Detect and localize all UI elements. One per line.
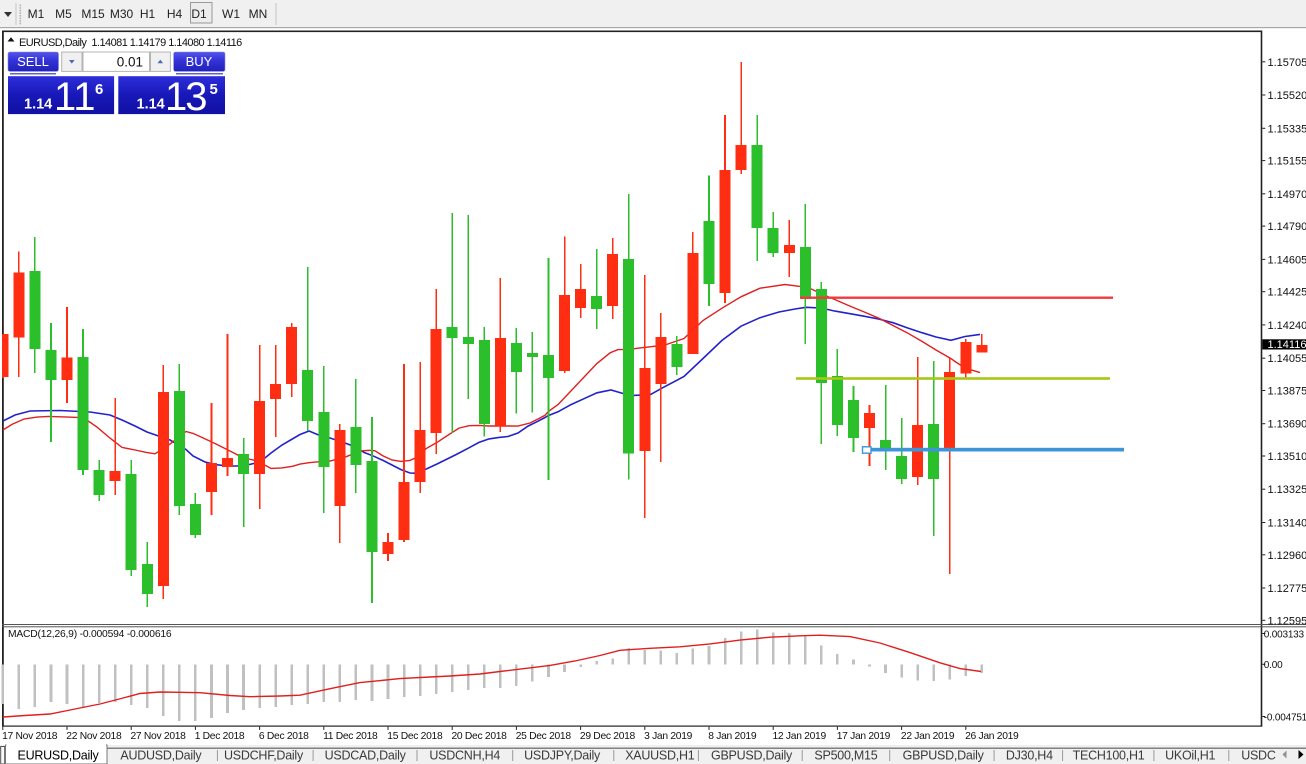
svg-text:15 Dec 2018: 15 Dec 2018 [387, 731, 443, 742]
svg-text:1.15155: 1.15155 [1268, 156, 1306, 168]
svg-text:1.13875: 1.13875 [1268, 386, 1306, 398]
svg-text:6 Dec 2018: 6 Dec 2018 [259, 731, 309, 742]
svg-text:1.15520: 1.15520 [1268, 90, 1306, 102]
svg-text:1.15335: 1.15335 [1268, 123, 1306, 135]
svg-text:1.14116: 1.14116 [1268, 339, 1306, 351]
svg-text:1 Dec 2018: 1 Dec 2018 [195, 731, 245, 742]
svg-text:USDCHF,Daily: USDCHF,Daily [224, 749, 304, 763]
svg-text:BUY: BUY [186, 54, 213, 69]
svg-text:26 Jan 2019: 26 Jan 2019 [965, 731, 1019, 742]
svg-text:17 Nov 2018: 17 Nov 2018 [2, 731, 58, 742]
svg-text:25 Dec 2018: 25 Dec 2018 [516, 731, 572, 742]
svg-text:1.13325: 1.13325 [1268, 484, 1306, 496]
svg-text:GBPUSD,Daily: GBPUSD,Daily [903, 749, 985, 763]
svg-text:EURUSD,Daily: EURUSD,Daily [18, 749, 100, 763]
svg-text:11 Dec 2018: 11 Dec 2018 [323, 731, 378, 742]
svg-text:5: 5 [210, 81, 218, 98]
svg-text:29 Dec 2018: 29 Dec 2018 [580, 731, 636, 742]
svg-text:1.14240: 1.14240 [1268, 320, 1306, 332]
svg-text:M1: M1 [28, 7, 45, 21]
svg-text:1.15705: 1.15705 [1268, 57, 1306, 69]
svg-text:-0.004751: -0.004751 [1264, 712, 1306, 723]
svg-text:M5: M5 [55, 7, 72, 21]
svg-text:1.14970: 1.14970 [1268, 189, 1306, 201]
svg-text:DJ30,H4: DJ30,H4 [1006, 749, 1053, 763]
svg-text:1.14605: 1.14605 [1268, 254, 1306, 266]
svg-text:SELL: SELL [17, 54, 49, 69]
svg-text:0.003133: 0.003133 [1264, 629, 1305, 640]
svg-text:1.12595: 1.12595 [1268, 615, 1306, 627]
svg-text:1.13510: 1.13510 [1268, 451, 1306, 463]
svg-text:27 Nov 2018: 27 Nov 2018 [131, 731, 187, 742]
svg-text:22 Nov 2018: 22 Nov 2018 [66, 731, 122, 742]
svg-text:TECH100,H1: TECH100,H1 [1073, 749, 1145, 763]
svg-text:D1: D1 [191, 7, 207, 21]
svg-text:UKOil,H1: UKOil,H1 [1165, 749, 1215, 763]
svg-text:11: 11 [54, 75, 96, 119]
svg-text:USDCAD,Daily: USDCAD,Daily [325, 749, 407, 763]
svg-text:1.14055: 1.14055 [1268, 353, 1306, 365]
svg-text:1.13140: 1.13140 [1268, 518, 1306, 530]
svg-text:20 Dec 2018: 20 Dec 2018 [452, 731, 508, 742]
svg-text:1.14790: 1.14790 [1268, 221, 1306, 233]
svg-text:USDCNH,H4: USDCNH,H4 [429, 749, 500, 763]
svg-text:12 Jan 2019: 12 Jan 2019 [773, 731, 827, 742]
svg-text:13: 13 [165, 75, 206, 119]
svg-text:1.12960: 1.12960 [1268, 550, 1306, 562]
svg-text:W1: W1 [222, 7, 240, 21]
svg-text:H1: H1 [140, 7, 156, 21]
svg-text:1.12775: 1.12775 [1268, 583, 1306, 595]
svg-text:0.00: 0.00 [1264, 660, 1283, 671]
svg-text:6: 6 [95, 81, 103, 98]
svg-text:8 Jan 2019: 8 Jan 2019 [708, 731, 757, 742]
svg-text:MN: MN [249, 7, 268, 21]
svg-text:SP500,M15: SP500,M15 [814, 749, 877, 763]
svg-text:M30: M30 [110, 7, 134, 21]
svg-text:XAUUSD,H1: XAUUSD,H1 [625, 749, 695, 763]
svg-text:USDC: USDC [1241, 749, 1276, 763]
svg-text:17 Jan 2019: 17 Jan 2019 [837, 731, 891, 742]
svg-text:USDJPY,Daily: USDJPY,Daily [524, 749, 601, 763]
svg-text:22 Jan 2019: 22 Jan 2019 [901, 731, 955, 742]
svg-text:H4: H4 [167, 7, 183, 21]
svg-text:1.14: 1.14 [137, 97, 165, 113]
svg-text:1.14425: 1.14425 [1268, 287, 1306, 299]
svg-text:1.14: 1.14 [24, 97, 52, 113]
svg-text:MACD(12,26,9) -0.000594 -0.000: MACD(12,26,9) -0.000594 -0.000616 [8, 629, 172, 640]
svg-text:EURUSD,Daily 1.14081 1.14179: EURUSD,Daily 1.14081 1.14179 1.14080 1.1… [19, 37, 242, 49]
svg-text:GBPUSD,Daily: GBPUSD,Daily [711, 749, 793, 763]
svg-text:AUDUSD,Daily: AUDUSD,Daily [120, 749, 202, 763]
svg-text:3 Jan 2019: 3 Jan 2019 [644, 731, 693, 742]
svg-text:1.13690: 1.13690 [1268, 419, 1306, 431]
svg-text:0.01: 0.01 [117, 55, 143, 70]
svg-text:M15: M15 [81, 7, 105, 21]
